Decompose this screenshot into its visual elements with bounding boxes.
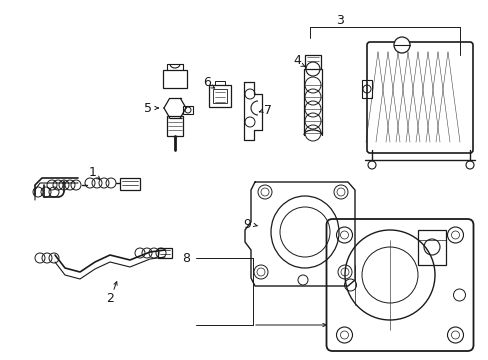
Bar	[167, 116, 183, 136]
Text: 3: 3	[335, 13, 343, 27]
Bar	[183, 106, 193, 114]
Bar	[120, 178, 140, 190]
Bar	[208, 85, 230, 107]
Circle shape	[393, 37, 409, 53]
Bar	[417, 230, 445, 265]
Bar	[163, 70, 186, 88]
Bar	[158, 248, 172, 258]
Text: 7: 7	[264, 104, 271, 117]
Bar	[305, 55, 320, 69]
Text: 4: 4	[292, 54, 300, 67]
Bar	[215, 81, 224, 85]
Text: 2: 2	[106, 292, 114, 305]
Text: 1: 1	[89, 166, 97, 179]
Bar	[213, 89, 226, 103]
Text: 8: 8	[182, 252, 190, 265]
Text: 5: 5	[143, 102, 152, 114]
Text: 9: 9	[243, 217, 250, 230]
Text: 6: 6	[203, 77, 210, 90]
Bar	[361, 80, 371, 98]
